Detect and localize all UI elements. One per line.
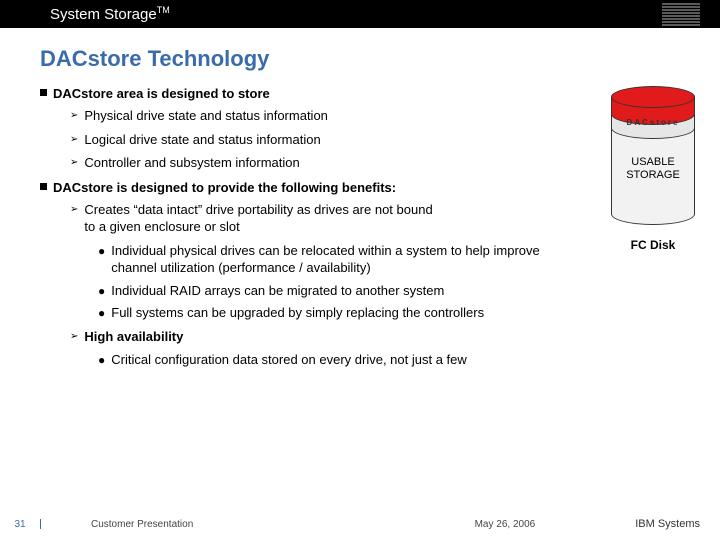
footer-date: May 26, 2006 (475, 519, 536, 530)
section-heading: DACstore area is designed to store (40, 86, 590, 101)
item-text: Critical configuration data stored on ev… (111, 351, 467, 369)
arrow-icon: ➢ (70, 330, 78, 344)
disk-shape: DACstore USABLE STORAGE (611, 86, 695, 226)
section-heading-text: DACstore is designed to provide the foll… (53, 180, 396, 195)
disk-diagram: DACstore USABLE STORAGE FC Disk (608, 86, 698, 252)
arrow-list: ➢ Creates “data intact” drive portabilit… (70, 201, 590, 369)
content-area: DACstore area is designed to store ➢ Phy… (0, 86, 720, 369)
dot-icon: ● (98, 283, 105, 299)
header-title-main: System Storage (50, 6, 157, 23)
dot-icon: ● (98, 305, 105, 321)
list-item: ➢ Physical drive state and status inform… (70, 107, 590, 125)
square-bullet-icon (40, 89, 47, 96)
arrow-icon: ➢ (70, 133, 78, 147)
arrow-icon: ➢ (70, 109, 78, 123)
disk-dac-label: DACstore (611, 118, 695, 127)
dot-icon: ● (98, 352, 105, 368)
section-heading: DACstore is designed to provide the foll… (40, 180, 590, 195)
arrow-icon: ➢ (70, 203, 78, 217)
item-text: Individual RAID arrays can be migrated t… (111, 282, 444, 300)
header-title: System StorageTM (50, 5, 170, 23)
item-text: Physical drive state and status informat… (84, 107, 328, 125)
item-text: Logical drive state and status informati… (84, 131, 320, 149)
list-item: ● Critical configuration data stored on … (98, 351, 590, 369)
page-number: 31 (0, 519, 40, 530)
usable-line2: STORAGE (626, 169, 680, 181)
slide-title: DACstore Technology (40, 46, 720, 72)
square-bullet-icon (40, 183, 47, 190)
disk-usable-label: USABLE STORAGE (611, 156, 695, 182)
list-item: ➢ Logical drive state and status informa… (70, 131, 590, 149)
footer-title: Customer Presentation (91, 519, 193, 530)
dot-icon: ● (98, 243, 105, 259)
list-item: ➢ High availability (70, 328, 590, 346)
list-item: ➢ Creates “data intact” drive portabilit… (70, 201, 590, 236)
header-bar: System StorageTM (0, 0, 720, 28)
arrow-icon: ➢ (70, 156, 78, 170)
item-text: High availability (84, 328, 183, 346)
dot-list: ● Critical configuration data stored on … (98, 351, 590, 369)
list-item: ● Individual RAID arrays can be migrated… (98, 282, 590, 300)
dot-list: ● Individual physical drives can be relo… (98, 242, 590, 322)
list-item: ● Full systems can be upgraded by simply… (98, 304, 590, 322)
bullet-content: DACstore area is designed to store ➢ Phy… (40, 86, 590, 369)
footer-divider (40, 519, 41, 529)
item-text: Controller and subsystem information (84, 154, 299, 172)
list-item: ● Individual physical drives can be relo… (98, 242, 590, 277)
item-text: Full systems can be upgraded by simply r… (111, 304, 484, 322)
arrow-list: ➢ Physical drive state and status inform… (70, 107, 590, 172)
disk-caption: FC Disk (608, 238, 698, 252)
footer-brand: IBM Systems (635, 518, 720, 530)
ibm-logo-icon (662, 3, 700, 26)
list-item: ➢ Controller and subsystem information (70, 154, 590, 172)
item-text: Individual physical drives can be reloca… (111, 242, 551, 277)
header-title-tm: TM (157, 5, 170, 15)
item-text: Creates “data intact” drive portability … (84, 201, 444, 236)
section-heading-text: DACstore area is designed to store (53, 86, 270, 101)
footer: 31 Customer Presentation May 26, 2006 IB… (0, 518, 720, 530)
usable-line1: USABLE (631, 156, 674, 168)
